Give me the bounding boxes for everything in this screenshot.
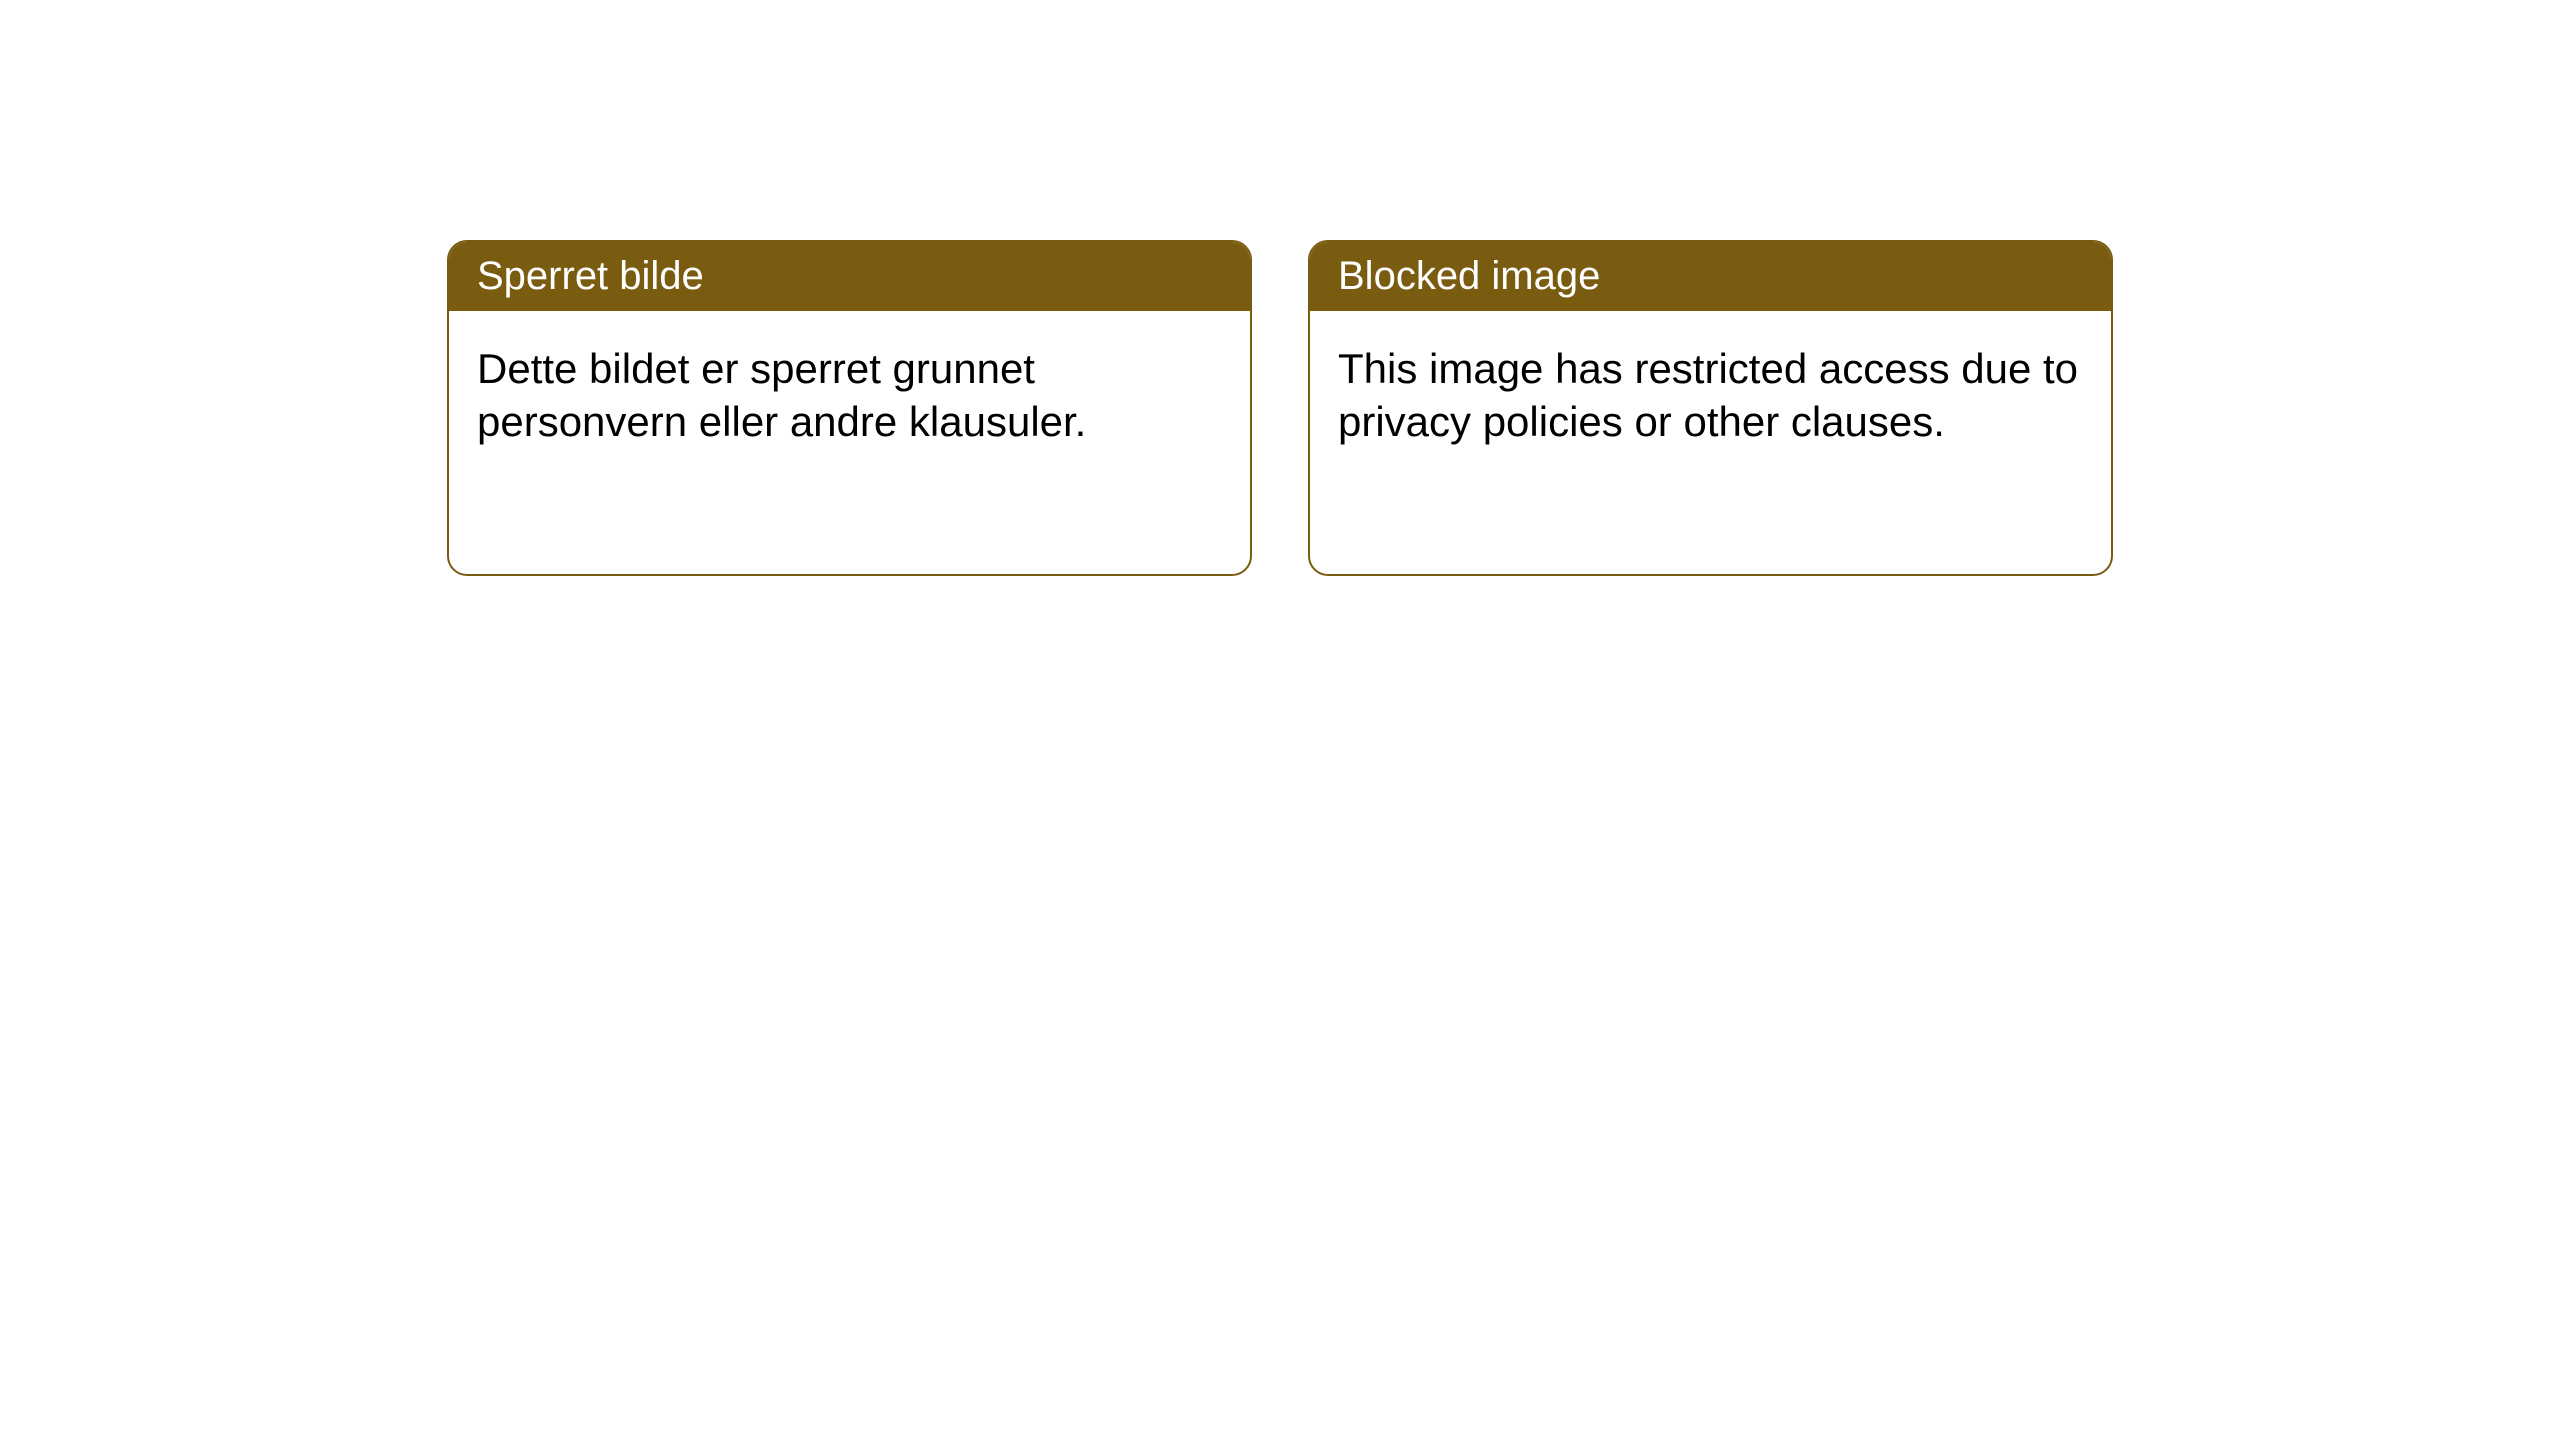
notice-header: Blocked image: [1310, 242, 2111, 311]
notice-body: Dette bildet er sperret grunnet personve…: [449, 311, 1250, 480]
notice-card-norwegian: Sperret bilde Dette bildet er sperret gr…: [447, 240, 1252, 576]
notice-text: Dette bildet er sperret grunnet personve…: [477, 345, 1086, 445]
notice-title: Blocked image: [1338, 254, 1600, 298]
notice-title: Sperret bilde: [477, 254, 704, 298]
notice-body: This image has restricted access due to …: [1310, 311, 2111, 480]
notice-header: Sperret bilde: [449, 242, 1250, 311]
notice-container: Sperret bilde Dette bildet er sperret gr…: [0, 0, 2560, 576]
notice-text: This image has restricted access due to …: [1338, 345, 2078, 445]
notice-card-english: Blocked image This image has restricted …: [1308, 240, 2113, 576]
